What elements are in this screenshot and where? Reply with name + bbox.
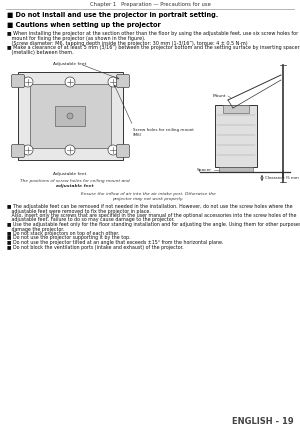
Bar [30, 84, 111, 148]
FancyBboxPatch shape [116, 75, 130, 87]
Circle shape [108, 145, 118, 155]
Text: ■ Do not block the ventilation ports (intake and exhaust) of the projector.: ■ Do not block the ventilation ports (in… [7, 245, 184, 249]
Text: (metallic) between them.: (metallic) between them. [7, 50, 74, 55]
Text: ■ Use the adjustable feet only for the floor standing installation and for adjus: ■ Use the adjustable feet only for the f… [7, 222, 300, 227]
Text: ■ Do not use the projector supporting it by the top.: ■ Do not use the projector supporting it… [7, 235, 130, 240]
Text: (Screw diameter: M6, tapping depth inside the projector: 30 mm (1-3/16”), torque: (Screw diameter: M6, tapping depth insid… [7, 41, 248, 46]
Circle shape [23, 77, 33, 87]
FancyBboxPatch shape [11, 145, 25, 157]
Text: Adjustable feet: Adjustable feet [53, 62, 87, 66]
Text: ■ Do not stack projectors on top of each other.: ■ Do not stack projectors on top of each… [7, 231, 119, 236]
FancyBboxPatch shape [116, 145, 130, 157]
Text: Mount: Mount [212, 94, 226, 98]
Text: ENGLISH - 19: ENGLISH - 19 [232, 417, 294, 424]
Text: adjustable feet: adjustable feet [56, 184, 94, 188]
Bar [18, 72, 123, 160]
Text: mount for fixing the projector (as shown in the figure).: mount for fixing the projector (as shown… [7, 36, 146, 41]
Text: Adjustable feet: Adjustable feet [53, 172, 87, 176]
Bar [223, 105, 249, 113]
Text: projector may not work properly.: projector may not work properly. [112, 197, 184, 201]
Text: ■ Do not use the projector tilted at an angle that exceeds ±15° from the horizon: ■ Do not use the projector tilted at an … [7, 240, 224, 245]
Text: ■ Make a clearance of at least 5 mm (3/16”) between the projector bottom and the: ■ Make a clearance of at least 5 mm (3/1… [7, 45, 300, 50]
Circle shape [67, 113, 73, 119]
Text: Spacer: Spacer [197, 167, 212, 171]
Text: adjustable feet. Failure to do so may cause damage to the projector.: adjustable feet. Failure to do so may ca… [7, 218, 175, 223]
Text: Chapter 1   Preparation — Precautions for use: Chapter 1 Preparation — Precautions for … [90, 2, 210, 7]
Circle shape [23, 145, 33, 155]
Text: ■ When installing the projector at the section other than the floor by using the: ■ When installing the projector at the s… [7, 31, 300, 36]
Text: ■ The adjustable feet can be removed if not needed in the installation. However,: ■ The adjustable feet can be removed if … [7, 204, 292, 209]
Text: adjustable feet were removed to fix the projector in place.: adjustable feet were removed to fix the … [7, 209, 151, 214]
Text: Also, insert only the screws that are specified in the user manual of the option: Also, insert only the screws that are sp… [7, 213, 296, 218]
Circle shape [65, 145, 75, 155]
Bar [215, 105, 257, 167]
Bar [219, 167, 253, 172]
Text: Ensure the inflow of air into the air intake port. Otherwise the: Ensure the inflow of air into the air in… [81, 192, 215, 196]
Text: ■ Cautions when setting up the projector: ■ Cautions when setting up the projector [7, 22, 161, 28]
Bar [55, 106, 85, 126]
Text: ■ Do not install and use the projector in portrait setting.: ■ Do not install and use the projector i… [7, 12, 218, 18]
Text: Clearance (5 mm (3/16”) or longer): Clearance (5 mm (3/16”) or longer) [265, 176, 300, 180]
FancyBboxPatch shape [11, 75, 25, 87]
Text: The positions of screw holes for ceiling mount and: The positions of screw holes for ceiling… [20, 179, 130, 183]
Circle shape [65, 77, 75, 87]
Circle shape [108, 77, 118, 87]
Text: Screw holes for ceiling mount
(M6): Screw holes for ceiling mount (M6) [133, 128, 194, 137]
Text: damage the projector.: damage the projector. [7, 226, 64, 232]
